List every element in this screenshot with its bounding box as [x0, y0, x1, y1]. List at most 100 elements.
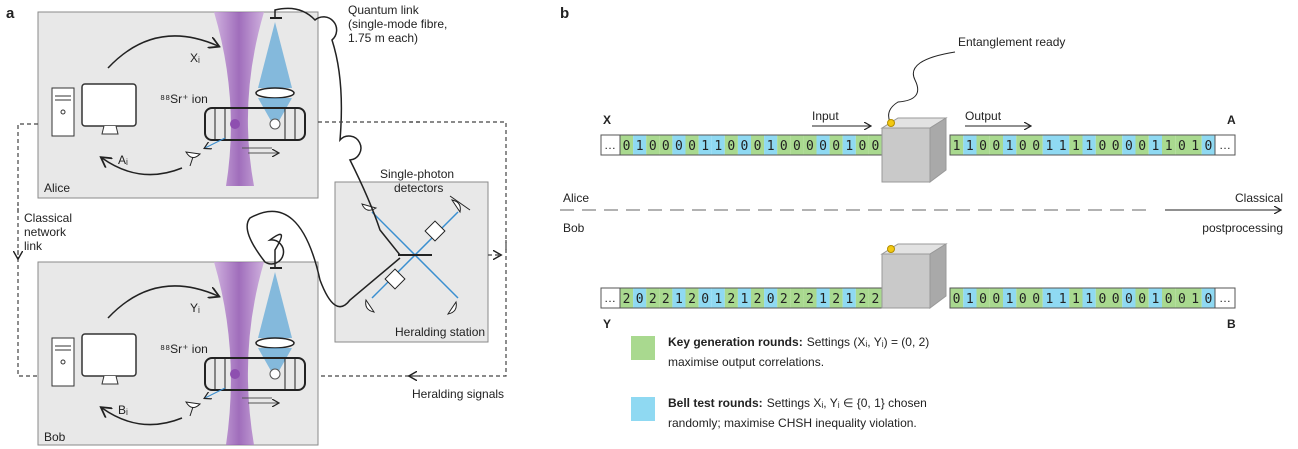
round-cell: [1069, 288, 1083, 308]
ellipsis-cell: [1214, 134, 1236, 156]
round-cell: [1029, 288, 1043, 308]
round-cell: [842, 135, 856, 155]
legend-title: Bell test rounds:: [668, 396, 763, 410]
bob-node: [37, 261, 319, 446]
round-cell: [989, 288, 1003, 308]
round-cell: [1016, 288, 1030, 308]
quantum-link-label: 1.75 m each): [348, 31, 418, 45]
round-cell: [963, 135, 977, 155]
round-cell: [868, 135, 882, 155]
legend-detail: Settings (Xᵢ, Yᵢ) = (0, 2): [807, 335, 930, 349]
round-cell: [1162, 135, 1176, 155]
round-cell: [1056, 135, 1070, 155]
round-cell: [1148, 135, 1162, 155]
round-cell: [1042, 288, 1056, 308]
round-cell: [1175, 288, 1189, 308]
legend-text: maximise output correlations.: [668, 355, 824, 369]
outcome-label: Aᵢ: [118, 153, 128, 167]
round-cell: [698, 288, 712, 308]
round-cell: [1109, 135, 1123, 155]
round-cell: [1042, 135, 1056, 155]
legend-swatch: [631, 336, 655, 360]
round-cell: [1095, 135, 1109, 155]
indicator-light: [887, 245, 895, 253]
legend-swatch: [631, 397, 655, 421]
alice-node: [37, 11, 319, 199]
round-cell: [633, 288, 647, 308]
legend-text: randomly; maximise CHSH inequality viola…: [668, 416, 917, 430]
detectors-label: detectors: [394, 181, 443, 195]
round-cell: [855, 135, 869, 155]
row-label: A: [1227, 113, 1236, 127]
round-cell: [842, 288, 856, 308]
round-cell: [1148, 288, 1162, 308]
party-label: Bob: [563, 221, 585, 235]
round-cell: [950, 288, 964, 308]
ellipsis: …: [604, 138, 616, 152]
round-cell: [685, 135, 699, 155]
legend-title: Key generation rounds:: [668, 335, 803, 349]
round-cell: [1082, 135, 1096, 155]
round-cell: [1056, 288, 1070, 308]
round-cell: [868, 288, 882, 308]
round-cell: [976, 135, 990, 155]
row-label: X: [603, 113, 611, 127]
outcome-label: Bᵢ: [118, 403, 128, 417]
round-cell: [1201, 135, 1215, 155]
node-label: Alice: [44, 181, 70, 195]
entanglement-label: Entanglement ready: [958, 35, 1065, 49]
round-cell: [698, 135, 712, 155]
round-cell: [737, 135, 751, 155]
round-cell: [1122, 135, 1136, 155]
quantum-link-label: Quantum link: [348, 3, 420, 17]
round-cell: [963, 288, 977, 308]
quantum-link-label: (single-mode fibre,: [348, 17, 447, 31]
round-cell: [1175, 135, 1189, 155]
classical-link-label: Classical: [24, 211, 72, 225]
round-cell: [1029, 135, 1043, 155]
round-cell: [829, 135, 843, 155]
round-cell: [764, 288, 778, 308]
ion-label: ⁸⁸Sr⁺ ion: [160, 92, 208, 106]
round-cell: [737, 288, 751, 308]
box-front: [881, 127, 931, 183]
round-cell: [711, 135, 725, 155]
round-cell: [751, 135, 765, 155]
round-cell: [1135, 288, 1149, 308]
postprocessing-label: postprocessing: [1202, 221, 1283, 235]
round-cell: [803, 288, 817, 308]
round-cell: [620, 135, 634, 155]
legend-text: Key generation rounds: Settings (Xᵢ, Yᵢ) …: [668, 335, 929, 349]
round-cell: [724, 288, 738, 308]
round-cell: [1003, 288, 1017, 308]
round-cell: [659, 135, 673, 155]
postprocessing-label: Classical: [1235, 191, 1283, 205]
ellipsis: …: [1219, 291, 1231, 305]
box-front: [881, 253, 931, 309]
round-cell: [1122, 288, 1136, 308]
detectors-label: Single-photon: [380, 167, 454, 181]
round-cell: [1016, 135, 1030, 155]
round-cell: [790, 135, 804, 155]
round-cell: [633, 135, 647, 155]
round-cell: [711, 288, 725, 308]
box-side: [929, 243, 947, 309]
round-cell: [1135, 135, 1149, 155]
station-label: Heralding station: [395, 325, 485, 339]
round-cell: [976, 288, 990, 308]
round-cell: [777, 288, 791, 308]
round-cell: [1109, 288, 1123, 308]
round-cell: [1082, 288, 1096, 308]
round-cell: [777, 135, 791, 155]
round-cell: [646, 135, 660, 155]
round-cell: [1188, 135, 1202, 155]
round-cell: [803, 135, 817, 155]
round-cell: [1003, 135, 1017, 155]
ion-label: ⁸⁸Sr⁺ ion: [160, 342, 208, 356]
round-cell: [659, 288, 673, 308]
party-label: Alice: [563, 191, 589, 205]
classical-link-label: network: [24, 225, 67, 239]
round-cell: [1162, 288, 1176, 308]
round-cell: [724, 135, 738, 155]
legend-text: Bell test rounds: Settings Xᵢ, Yᵢ ∈ {0, 1…: [668, 396, 927, 410]
